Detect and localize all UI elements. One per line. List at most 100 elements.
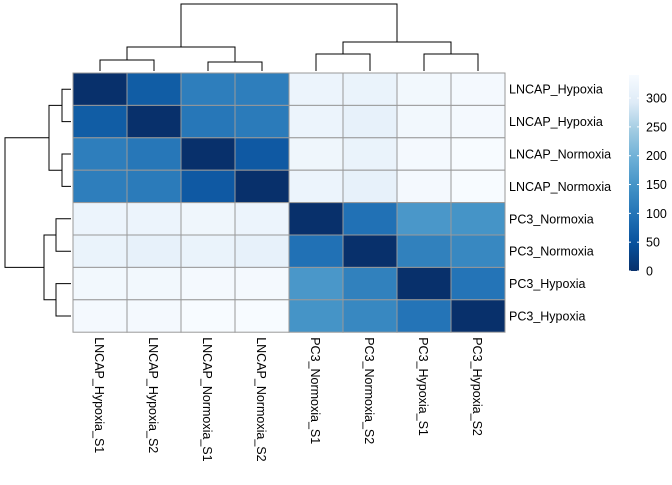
heatmap-cell	[180, 202, 236, 236]
column-label: LNCAP_Hypoxia_S2	[146, 337, 160, 453]
colorbar-tick-label: 150	[646, 178, 667, 192]
heatmap-cell	[450, 137, 506, 171]
heatmap-cell	[288, 104, 344, 139]
row-label: LNCAP_Normoxia	[509, 148, 611, 162]
heatmap-cell	[234, 299, 290, 333]
heatmap-cell	[126, 266, 182, 301]
heatmap-cell	[72, 169, 128, 204]
heatmap-cell	[180, 169, 236, 204]
colorbar	[629, 75, 639, 271]
heatmap-cell	[342, 234, 398, 268]
heatmap-cell	[342, 104, 398, 139]
row-dendrogram-branch	[48, 104, 62, 171]
heatmap-cell	[450, 72, 506, 106]
column-label: LNCAP_Normoxia_S2	[254, 337, 268, 461]
colorbar-tick-label: 250	[646, 120, 667, 134]
heatmap-cell	[126, 104, 182, 139]
heatmap-cell	[288, 299, 344, 333]
colorbar-tick-label: 100	[646, 207, 667, 221]
row-label: LNCAP_Hypoxia	[509, 115, 603, 129]
column-label: PC3_Normoxia_S1	[308, 337, 322, 444]
heatmap-cell	[396, 234, 452, 268]
heatmap-cell	[450, 169, 506, 204]
row-label: PC3_Normoxia	[509, 245, 594, 259]
heatmap-cell	[396, 202, 452, 236]
row-label: LNCAP_Hypoxia	[509, 83, 603, 97]
heatmap-cell	[288, 202, 344, 236]
heatmap-cell	[126, 72, 182, 106]
colorbar-tick-label: 50	[646, 236, 660, 250]
heatmap-cell	[72, 72, 128, 106]
column-label: PC3_Normoxia_S2	[362, 337, 376, 444]
heatmap-cell	[396, 72, 452, 106]
row-dendrogram-branch	[61, 88, 71, 123]
heatmap-cell	[180, 299, 236, 333]
heatmap-cell	[342, 299, 398, 333]
row-label: PC3_Hypoxia	[509, 310, 585, 324]
heatmap-cell	[72, 104, 128, 139]
heatmap-cell	[396, 104, 452, 139]
heatmap-cell	[342, 169, 398, 204]
heatmap-cell	[126, 299, 182, 333]
heatmap-cell	[342, 202, 398, 236]
heatmap-cell	[234, 266, 290, 301]
heatmap-cell	[396, 299, 452, 333]
column-dendrogram-branch	[315, 53, 371, 71]
heatmap-cell	[450, 104, 506, 139]
column-label: PC3_Hypoxia_S2	[470, 337, 484, 436]
colorbar-tick-label: 300	[646, 92, 667, 106]
column-dendrogram-branch	[180, 3, 398, 47]
heatmap-cell	[450, 202, 506, 236]
column-dendrogram-branch	[207, 61, 263, 71]
heatmap-cell	[288, 169, 344, 204]
heatmap-cell	[288, 137, 344, 171]
heatmap-cell	[234, 72, 290, 106]
heatmap-cell	[288, 72, 344, 106]
column-label: LNCAP_Hypoxia_S1	[92, 337, 106, 453]
heatmap-cell	[180, 104, 236, 139]
column-dendrogram-branch	[99, 59, 155, 71]
column-dendrogram-branch	[423, 53, 479, 71]
heatmap-cell	[180, 72, 236, 106]
heatmap-cell	[72, 137, 128, 171]
heatmap-cell	[396, 169, 452, 204]
heatmap-cell	[234, 234, 290, 268]
heatmap-cell	[234, 202, 290, 236]
heatmap-cell	[396, 137, 452, 171]
heatmap-cell	[288, 234, 344, 268]
heatmap-cell	[342, 137, 398, 171]
heatmap-cell	[126, 137, 182, 171]
row-label: PC3_Hypoxia	[509, 277, 585, 291]
heatmap-cell	[450, 266, 506, 301]
heatmap-cell	[180, 137, 236, 171]
heatmap-cell	[234, 137, 290, 171]
row-label: LNCAP_Normoxia	[509, 180, 611, 194]
heatmap-cell	[396, 266, 452, 301]
heatmap-cell	[450, 299, 506, 333]
heatmap-cell	[72, 234, 128, 268]
column-dendrogram-branch	[342, 41, 452, 54]
column-label: LNCAP_Normoxia_S1	[200, 337, 214, 461]
row-dendrogram-branch	[55, 283, 71, 317]
heatmap-cell	[126, 202, 182, 236]
column-label: PC3_Hypoxia_S1	[416, 337, 430, 436]
row-dendrogram-branch	[61, 153, 71, 187]
row-label: PC3_Normoxia	[509, 212, 594, 226]
heatmap-cell	[72, 299, 128, 333]
heatmap-cell	[234, 169, 290, 204]
heatmap-cell	[72, 202, 128, 236]
row-dendrogram-branch	[4, 137, 49, 268]
heatmap-cell	[450, 234, 506, 268]
colorbar-tick-label: 200	[646, 149, 667, 163]
heatmap-cell	[342, 266, 398, 301]
heatmap-cell	[342, 72, 398, 106]
heatmap-cell	[180, 266, 236, 301]
row-dendrogram-branch	[43, 234, 56, 301]
heatmap-cell	[288, 266, 344, 301]
heatmap-cell	[72, 266, 128, 301]
heatmap-cell	[126, 234, 182, 268]
row-dendrogram-branch	[55, 218, 71, 252]
heatmap-cell	[180, 234, 236, 268]
